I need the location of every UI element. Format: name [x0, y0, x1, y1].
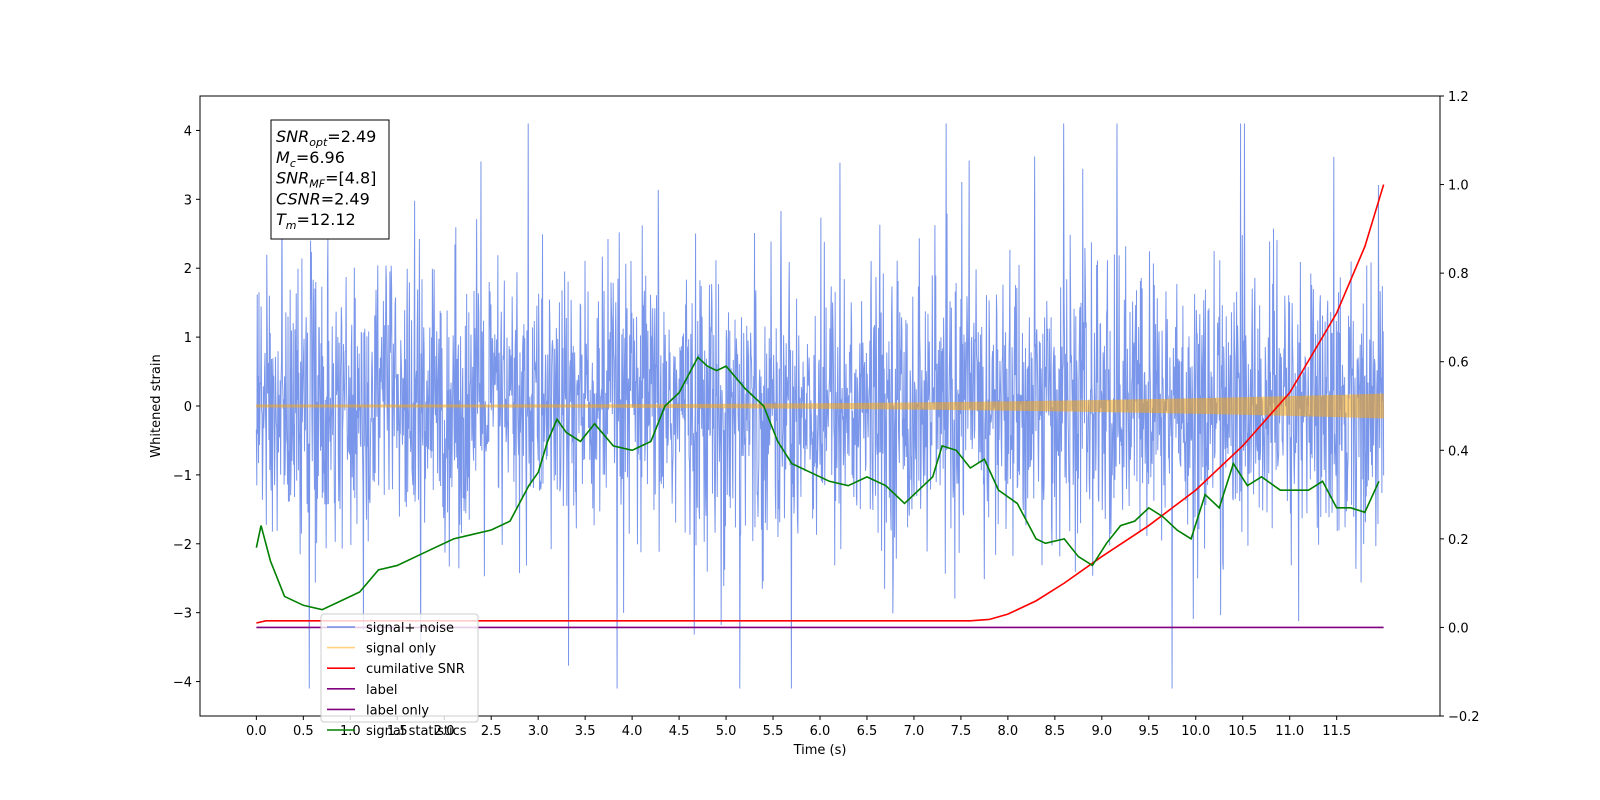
x-tick-label: 7.0 — [904, 724, 925, 739]
y-tick-label-right: 0.4 — [1448, 444, 1469, 459]
x-tick-label: 1.0 — [340, 724, 361, 739]
x-tick-label: 5.5 — [763, 724, 784, 739]
y-tick-label-right: 0.2 — [1448, 533, 1469, 548]
legend-entry: cumilative SNR — [366, 662, 465, 677]
x-tick-label: 6.5 — [857, 724, 878, 739]
series-signal-noise — [255, 123, 1385, 689]
x-tick-label: 2.0 — [434, 724, 455, 739]
x-tick-label: 6.0 — [810, 724, 831, 739]
y-tick-label-right: 1.0 — [1448, 179, 1469, 194]
y-tick-label-right: 0.8 — [1448, 267, 1469, 282]
x-tick-label: 0.0 — [246, 724, 267, 739]
legend-entry: signal+ noise — [366, 621, 454, 636]
y-tick-label-left: 2 — [184, 262, 192, 277]
x-tick-label: 4.5 — [669, 724, 690, 739]
series-signal-only — [255, 393, 1385, 419]
y-tick-label-right: −0.2 — [1448, 710, 1480, 725]
legend-entry: label — [366, 683, 397, 698]
x-tick-label: 11.5 — [1322, 724, 1351, 739]
annotation-line: SNRopt=2.49 — [276, 127, 376, 149]
x-tick-label: 3.5 — [575, 724, 596, 739]
y-tick-label-left: −4 — [173, 676, 192, 691]
legend-entry: signal statistics — [366, 724, 467, 739]
y-axis-right: 1.2 1.0 0.8 0.6 0.4 0.2 0.0 −0.2 — [1440, 90, 1480, 725]
y-tick-label-left: −3 — [173, 607, 192, 622]
x-tick-label: 5.0 — [716, 724, 737, 739]
x-tick-label: 8.0 — [998, 724, 1019, 739]
legend-entry: signal only — [366, 642, 436, 657]
series-signal-statistics — [255, 355, 1380, 611]
y-tick-label-right: 0.6 — [1448, 356, 1469, 371]
y-tick-label-left: 3 — [184, 193, 192, 208]
y-tick-label-left: −2 — [173, 538, 192, 553]
x-tick-label: 10.5 — [1228, 724, 1257, 739]
y-tick-label-left: 1 — [184, 331, 192, 346]
legend-entry: label only — [366, 703, 429, 718]
x-tick-label: 9.5 — [1138, 724, 1159, 739]
y-tick-label-left: 0 — [184, 400, 192, 415]
x-tick-label: 8.5 — [1045, 724, 1066, 739]
y-tick-label-left: 4 — [184, 124, 192, 139]
x-tick-label: 3.0 — [528, 724, 549, 739]
x-tick-label: 11.0 — [1275, 724, 1304, 739]
x-axis-label: Time (s) — [793, 743, 847, 758]
x-axis: 0.0 0.5 1.0 1.5 2.0 2.5 3.0 3.5 4.0 4.5 5.0 5.5 6.0 6… — [246, 716, 1351, 739]
y-axis-left: 4 3 2 1 0 −1 −2 −3 −4 — [173, 124, 200, 691]
y-tick-label-left: −1 — [173, 469, 192, 484]
legend-box — [320, 613, 479, 723]
annotation-line: CSNR=2.49 — [276, 189, 370, 208]
y-tick-label-right: 1.2 — [1448, 90, 1469, 105]
x-tick-label: 4.0 — [622, 724, 643, 739]
y-axis-label-left: Whitened strain — [149, 354, 164, 457]
x-tick-label: 2.5 — [481, 724, 502, 739]
annotation-box — [270, 119, 390, 240]
x-tick-label: 0.5 — [293, 724, 314, 739]
y-tick-label-right: 0.0 — [1448, 621, 1469, 636]
annotation-line: SNRMF=[4.8] — [276, 169, 376, 191]
x-tick-label: 7.5 — [951, 724, 972, 739]
legend: signal+ noise signal only cumilative SNR la… — [320, 613, 479, 739]
series-cumulative-snr — [256, 184, 1385, 624]
x-tick-label: 10.0 — [1181, 724, 1210, 739]
x-tick-label: 9.0 — [1091, 724, 1112, 739]
annotation-line: Tm=12.12 — [276, 210, 356, 232]
annotation-line: Mc=6.96 — [276, 148, 345, 170]
x-tick-label: 1.5 — [387, 724, 408, 739]
